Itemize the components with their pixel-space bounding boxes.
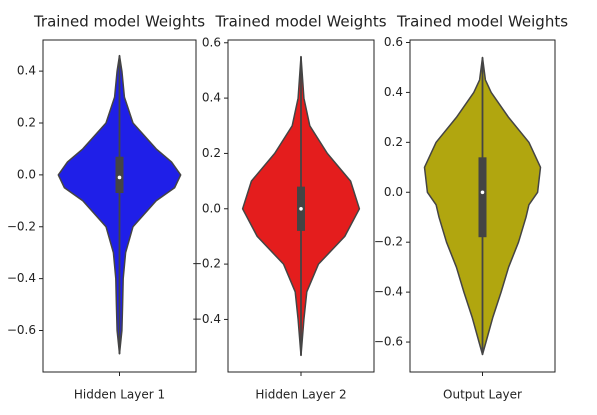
subplot-title: Trained model Weights	[214, 13, 386, 31]
y-tick-label: −0.4	[192, 312, 221, 326]
x-tick-label: Hidden Layer 2	[255, 388, 346, 402]
y-tick-label: −0.6	[7, 323, 36, 337]
axes-frame	[42, 39, 197, 373]
y-tick-label: −0.4	[374, 285, 403, 299]
subplot-title: Trained model Weights	[396, 13, 568, 31]
axes-frame	[227, 39, 375, 373]
y-tick-label: 0.6	[384, 35, 403, 49]
median	[117, 175, 122, 180]
y-tick-label: −0.2	[374, 235, 403, 249]
y-tick-label: −0.4	[7, 271, 36, 285]
y-tick-label: 0.4	[384, 85, 403, 99]
y-tick-label: 0.2	[384, 135, 403, 149]
x-tick-label: Hidden Layer 1	[74, 388, 165, 402]
y-tick-label: 0.6	[202, 35, 221, 49]
y-tick-label: −0.2	[7, 219, 36, 233]
axes-frame	[409, 39, 556, 373]
y-tick-label: 0.4	[17, 64, 36, 78]
y-tick-label: 0.4	[202, 91, 221, 105]
median	[299, 206, 303, 211]
subplot-title: Trained model Weights	[33, 13, 205, 31]
median	[480, 190, 485, 195]
x-tick-label: Output Layer	[443, 388, 522, 402]
y-tick-label: 0.0	[384, 185, 403, 199]
y-tick-label: −0.6	[374, 335, 403, 349]
y-tick-label: 0.0	[17, 167, 36, 181]
y-tick-label: 0.0	[202, 201, 221, 215]
box	[478, 157, 487, 238]
y-tick-label: 0.2	[202, 146, 221, 160]
y-tick-label: 0.2	[17, 116, 36, 130]
y-tick-label: −0.2	[192, 257, 221, 271]
box	[115, 156, 124, 194]
